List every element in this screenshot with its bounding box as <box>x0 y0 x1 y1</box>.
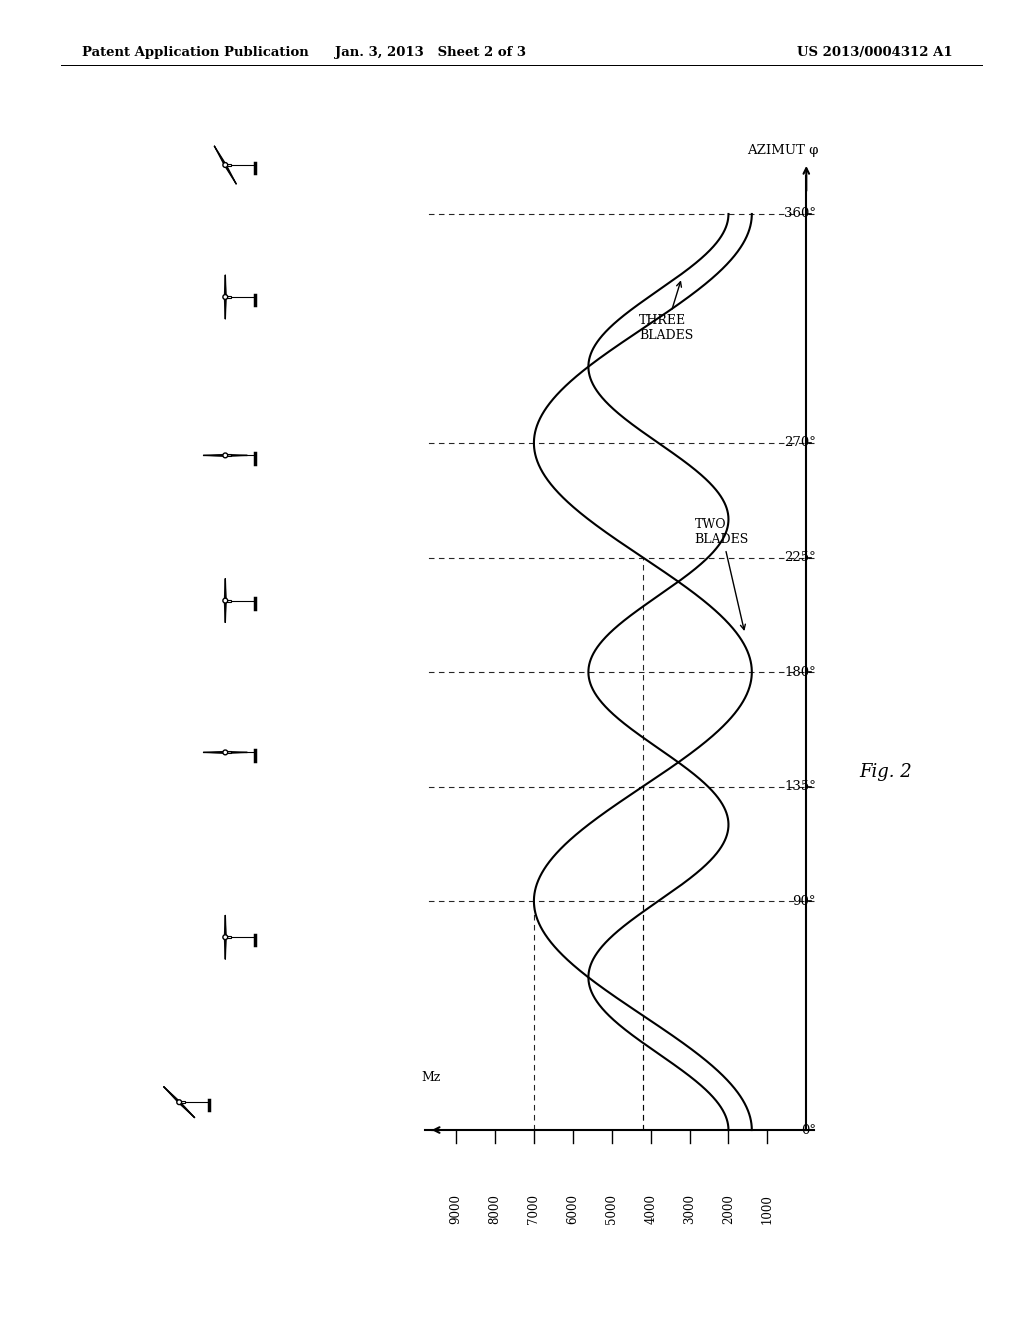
Circle shape <box>223 935 227 940</box>
Text: 8000: 8000 <box>488 1193 502 1224</box>
Text: 180°: 180° <box>784 665 816 678</box>
Text: 4000: 4000 <box>644 1193 657 1224</box>
Text: 90°: 90° <box>793 895 816 908</box>
Text: THREE
BLADES: THREE BLADES <box>639 281 693 342</box>
Circle shape <box>223 294 227 300</box>
Circle shape <box>223 162 227 168</box>
Circle shape <box>177 1100 181 1105</box>
FancyBboxPatch shape <box>224 936 230 939</box>
Polygon shape <box>225 454 248 457</box>
Polygon shape <box>224 297 226 319</box>
Text: 2000: 2000 <box>722 1193 735 1224</box>
Text: 225°: 225° <box>784 550 816 564</box>
Text: 5000: 5000 <box>605 1193 618 1224</box>
Text: 0°: 0° <box>801 1123 816 1137</box>
Circle shape <box>223 750 227 755</box>
Polygon shape <box>225 751 248 754</box>
FancyBboxPatch shape <box>224 454 230 457</box>
Text: 360°: 360° <box>784 207 816 220</box>
Polygon shape <box>214 145 226 165</box>
Text: TWO
BLADES: TWO BLADES <box>694 517 749 630</box>
Circle shape <box>223 598 227 603</box>
Text: US 2013/0004312 A1: US 2013/0004312 A1 <box>797 46 952 59</box>
Polygon shape <box>224 275 226 297</box>
Text: 9000: 9000 <box>450 1193 463 1224</box>
Polygon shape <box>224 915 226 937</box>
FancyBboxPatch shape <box>224 599 230 602</box>
Circle shape <box>223 453 227 458</box>
Polygon shape <box>224 165 237 185</box>
Polygon shape <box>224 578 226 601</box>
FancyBboxPatch shape <box>224 296 230 298</box>
Text: Fig. 2: Fig. 2 <box>859 763 912 781</box>
FancyBboxPatch shape <box>224 751 230 754</box>
Polygon shape <box>224 937 226 960</box>
Text: 3000: 3000 <box>683 1193 696 1224</box>
Text: 135°: 135° <box>784 780 816 793</box>
Polygon shape <box>203 751 225 754</box>
Text: Mz: Mz <box>421 1072 440 1084</box>
Text: 270°: 270° <box>784 437 816 450</box>
Text: 1000: 1000 <box>761 1193 774 1224</box>
Text: Patent Application Publication: Patent Application Publication <box>82 46 308 59</box>
Text: AZIMUT φ: AZIMUT φ <box>748 144 819 157</box>
Text: 6000: 6000 <box>566 1193 580 1224</box>
FancyBboxPatch shape <box>178 1101 184 1104</box>
Text: Jan. 3, 2013   Sheet 2 of 3: Jan. 3, 2013 Sheet 2 of 3 <box>335 46 525 59</box>
Polygon shape <box>178 1102 195 1118</box>
Polygon shape <box>224 601 226 623</box>
Polygon shape <box>203 454 225 457</box>
Polygon shape <box>164 1086 180 1102</box>
Text: 7000: 7000 <box>527 1193 541 1224</box>
FancyBboxPatch shape <box>224 164 230 166</box>
